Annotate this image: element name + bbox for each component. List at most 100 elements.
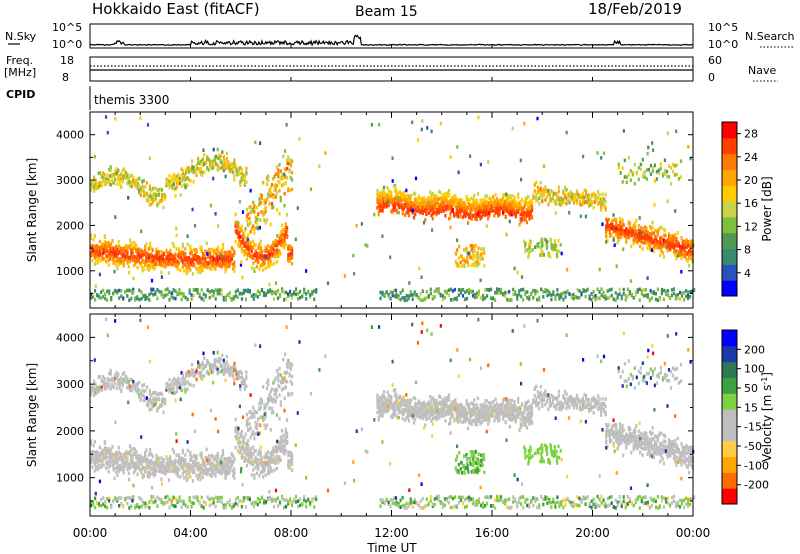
power-cell: [401, 207, 404, 212]
power-cell: [193, 263, 196, 268]
velocity-cell: [123, 460, 127, 465]
velocity-cell: [269, 455, 272, 460]
velocity-cell: [240, 453, 243, 457]
power-cell: [688, 249, 691, 253]
power-cell: [676, 254, 679, 258]
power-cell: [96, 293, 99, 297]
power-cell: [196, 270, 199, 274]
power-cell: [191, 254, 194, 258]
power-cell: [584, 214, 587, 219]
power-cell: [250, 226, 253, 231]
power-cell: [219, 251, 222, 255]
velocity-cell: [253, 476, 256, 480]
power-cell: [103, 240, 106, 244]
power-cell: [110, 242, 113, 246]
power-cell: [545, 195, 548, 199]
velocity-cell: [199, 452, 202, 457]
power-cell: [153, 194, 156, 198]
power-cell: [102, 179, 105, 183]
velocity-cell: [228, 458, 231, 463]
power-cell: [215, 255, 218, 260]
power-cell: [277, 254, 280, 258]
power-cell: [288, 252, 291, 257]
power-cell: [228, 252, 231, 256]
power-cell: [459, 202, 462, 207]
power-cell: [275, 165, 279, 169]
power-cell: [94, 185, 97, 189]
power-cell: [514, 214, 517, 219]
power-cell: [655, 245, 658, 250]
power-cell: [480, 209, 483, 214]
velocity-cell: [121, 455, 124, 460]
power-cell: [533, 189, 536, 193]
power-cell: [203, 255, 206, 259]
power-cell: [264, 266, 267, 270]
velocity-cell: [220, 470, 223, 475]
velocity-cell: [122, 469, 125, 474]
power-cell: [555, 252, 558, 257]
power-cell: [594, 200, 597, 204]
power-cell: [237, 235, 240, 239]
velocity-cell: [118, 456, 122, 460]
power-cell: [487, 212, 490, 217]
power-cell: [560, 292, 563, 296]
power-cell: [240, 176, 243, 180]
power-cell: [272, 205, 275, 209]
power-cell: [616, 241, 619, 245]
power-cell: [247, 223, 250, 227]
power-cell: [169, 248, 172, 253]
power-cell: [216, 291, 219, 296]
power-cell: [513, 208, 516, 213]
power-cell: [662, 233, 666, 238]
power-cell: [259, 218, 262, 222]
power-cell: [685, 245, 688, 250]
power-cell: [484, 204, 487, 209]
power-cell: [628, 289, 631, 294]
velocity-cell: [96, 467, 99, 472]
power-cell: [394, 185, 397, 189]
velocity-cell: [201, 463, 204, 467]
velocity-cell: [195, 456, 198, 461]
power-cell: [381, 234, 384, 238]
power-cell: [165, 263, 168, 268]
velocity-cell: [174, 464, 177, 468]
power-cell: [461, 207, 465, 211]
power-cell: [257, 246, 260, 250]
power-cell: [252, 261, 255, 265]
power-cell: [279, 233, 282, 238]
power-cell: [471, 252, 474, 256]
power-cell: [95, 254, 98, 258]
power-cell: [389, 290, 392, 295]
velocity-cell: [190, 464, 193, 468]
power-cell: [541, 194, 544, 198]
power-cell: [649, 172, 652, 176]
power-cell: [592, 295, 595, 299]
power-cell: [662, 238, 666, 243]
power-cell: [174, 289, 177, 293]
power-cell: [642, 230, 645, 234]
velocity-cell: [232, 473, 235, 478]
power-cell: [223, 263, 226, 268]
power-cell: [233, 161, 236, 166]
power-cell: [634, 290, 637, 295]
power-cell: [662, 288, 665, 293]
power-cell: [291, 295, 294, 300]
power-cell: [675, 163, 679, 167]
power-cell: [164, 265, 167, 269]
power-cell: [100, 175, 103, 179]
power-cell: [181, 244, 184, 249]
power-cell: [460, 198, 463, 203]
power-cell: [459, 205, 462, 209]
power-cell: [240, 228, 243, 233]
power-cell: [186, 176, 189, 180]
power-cell: [463, 202, 466, 207]
power-cell: [188, 259, 191, 264]
velocity-cell: [196, 467, 199, 472]
velocity-cell: [145, 457, 148, 462]
velocity-cell: [108, 458, 111, 462]
power-cell: [208, 295, 211, 300]
velocity-cell: [244, 432, 247, 437]
power-cell: [389, 255, 392, 260]
power-cell: [150, 252, 153, 257]
power-cell: [644, 233, 647, 238]
